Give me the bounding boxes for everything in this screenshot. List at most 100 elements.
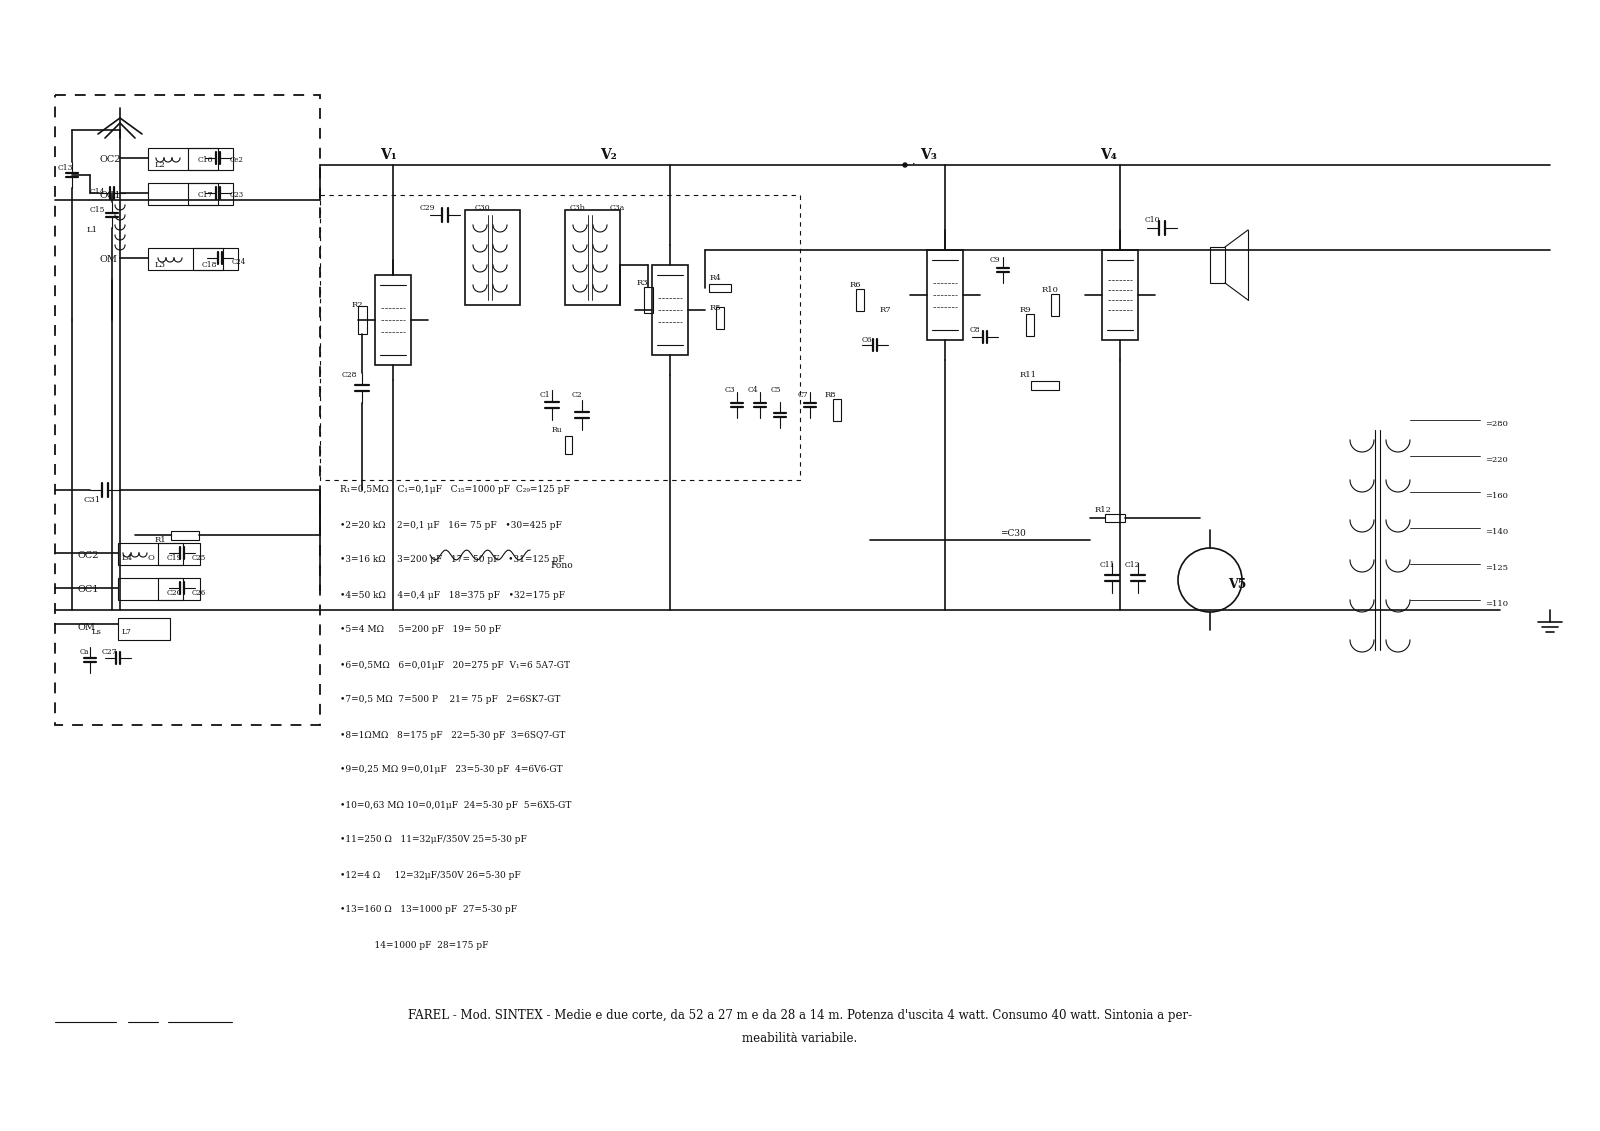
Bar <box>1026 314 1034 336</box>
Text: •12=4 Ω     12=32μF/350V 26=5-30 pF: •12=4 Ω 12=32μF/350V 26=5-30 pF <box>339 871 520 880</box>
Text: C3b: C3b <box>570 204 586 211</box>
Bar <box>565 210 621 305</box>
Text: Fono: Fono <box>550 561 573 570</box>
Bar <box>643 287 653 313</box>
Text: •9=0,25 MΩ 9=0,01μF   23=5-30 pF  4=6V6-GT: •9=0,25 MΩ 9=0,01μF 23=5-30 pF 4=6V6-GT <box>339 766 563 775</box>
Text: C16: C16 <box>198 156 213 164</box>
Text: R1: R1 <box>155 536 166 544</box>
Bar <box>118 618 170 640</box>
Text: •13=160 Ω   13=1000 pF  27=5-30 pF: •13=160 Ω 13=1000 pF 27=5-30 pF <box>339 906 517 915</box>
Text: L3: L3 <box>155 261 166 269</box>
Text: R4: R4 <box>710 274 722 282</box>
Text: Ls: Ls <box>93 628 102 636</box>
Text: R12: R12 <box>1094 506 1112 513</box>
Bar <box>320 195 800 480</box>
Text: FAREL - Mod. SINTEX - Medie e due corte, da 52 a 27 m e da 28 a 14 m. Potenza d': FAREL - Mod. SINTEX - Medie e due corte,… <box>408 1009 1192 1021</box>
Text: R2: R2 <box>352 301 363 309</box>
Bar <box>189 183 234 205</box>
Bar <box>1210 247 1226 283</box>
Text: =280: =280 <box>1485 420 1507 428</box>
Text: •5=4 MΩ     5=200 pF   19= 50 pF: •5=4 MΩ 5=200 pF 19= 50 pF <box>339 625 501 634</box>
Text: C8: C8 <box>970 326 981 334</box>
Bar <box>1051 294 1059 316</box>
Text: L7: L7 <box>122 628 131 636</box>
Text: C3a: C3a <box>610 204 626 211</box>
Bar <box>158 578 200 601</box>
Bar <box>118 543 182 566</box>
Text: C29: C29 <box>419 204 435 211</box>
Text: ·: · <box>912 159 915 170</box>
Text: 14=1000 pF  28=175 pF: 14=1000 pF 28=175 pF <box>339 941 488 950</box>
Text: V₂: V₂ <box>600 148 616 162</box>
Text: =C30: =C30 <box>1000 528 1026 537</box>
Text: C19: C19 <box>166 554 182 562</box>
Bar <box>1106 513 1125 523</box>
Text: R8: R8 <box>826 391 837 399</box>
Text: =140: =140 <box>1485 528 1509 536</box>
Text: OM: OM <box>99 256 118 265</box>
Text: C28: C28 <box>342 371 357 379</box>
Text: R3: R3 <box>637 279 648 287</box>
Text: R11: R11 <box>1021 371 1037 379</box>
Text: •4=50 kΩ    4=0,4 μF   18=375 pF   •32=175 pF: •4=50 kΩ 4=0,4 μF 18=375 pF •32=175 pF <box>339 590 565 599</box>
Text: L2: L2 <box>155 161 166 169</box>
Text: =160: =160 <box>1485 492 1507 500</box>
Text: R6: R6 <box>850 280 861 290</box>
Text: Ca: Ca <box>80 648 90 656</box>
Text: •3=16 kΩ    3=200 pF   17= 50 pF   •31=125 pF: •3=16 kΩ 3=200 pF 17= 50 pF •31=125 pF <box>339 555 565 564</box>
Text: C5: C5 <box>771 386 782 394</box>
Bar <box>466 210 520 305</box>
Text: L1: L1 <box>86 226 98 234</box>
Bar <box>565 435 571 454</box>
Text: C11: C11 <box>1101 561 1115 569</box>
Bar <box>856 290 864 311</box>
Bar <box>194 248 238 270</box>
Text: C2: C2 <box>573 391 582 399</box>
Text: OM: OM <box>78 623 96 632</box>
Text: C9: C9 <box>990 256 1000 264</box>
Text: Ce2: Ce2 <box>230 156 243 164</box>
Text: C3: C3 <box>725 386 736 394</box>
Bar <box>653 265 688 355</box>
Bar <box>147 183 218 205</box>
Text: C25: C25 <box>192 554 206 562</box>
Text: C12: C12 <box>1125 561 1141 569</box>
Text: •2=20 kΩ    2=0,1 μF   16= 75 pF   •30=425 pF: •2=20 kΩ 2=0,1 μF 16= 75 pF •30=425 pF <box>339 520 562 529</box>
Text: =125: =125 <box>1485 564 1507 572</box>
Bar <box>158 543 200 566</box>
Text: C4: C4 <box>749 386 758 394</box>
Text: OC2: OC2 <box>78 551 99 560</box>
Text: C1: C1 <box>541 391 550 399</box>
Text: C23: C23 <box>230 191 245 199</box>
Bar <box>118 578 182 601</box>
Bar <box>374 275 411 365</box>
Text: •7=0,5 MΩ  7=500 P    21= 75 pF   2=6SK7-GT: •7=0,5 MΩ 7=500 P 21= 75 pF 2=6SK7-GT <box>339 696 560 705</box>
Text: R9: R9 <box>1021 307 1032 314</box>
Text: R5: R5 <box>710 304 722 312</box>
Bar <box>717 307 723 329</box>
Text: OC1: OC1 <box>78 586 99 595</box>
Text: O: O <box>147 554 155 562</box>
Text: V5: V5 <box>1229 578 1246 592</box>
Text: C31: C31 <box>83 497 101 504</box>
Bar <box>357 307 366 334</box>
Bar <box>709 284 731 292</box>
Text: C7: C7 <box>798 391 808 399</box>
Bar <box>1102 250 1138 340</box>
Text: V₁: V₁ <box>381 148 397 162</box>
Text: L4: L4 <box>122 554 133 562</box>
Text: C24: C24 <box>232 258 246 266</box>
Text: C10: C10 <box>1146 216 1160 224</box>
Text: •11=250 Ω   11=32μF/350V 25=5-30 pF: •11=250 Ω 11=32μF/350V 25=5-30 pF <box>339 836 526 845</box>
Bar <box>147 248 222 270</box>
Bar <box>1030 380 1059 389</box>
Text: •10=0,63 MΩ 10=0,01μF  24=5-30 pF  5=6X5-GT: •10=0,63 MΩ 10=0,01μF 24=5-30 pF 5=6X5-G… <box>339 801 571 810</box>
Text: C20: C20 <box>166 589 182 597</box>
Text: C14: C14 <box>90 188 106 196</box>
Text: C13: C13 <box>58 164 74 172</box>
Text: C27: C27 <box>102 648 117 656</box>
Text: V₃: V₃ <box>920 148 938 162</box>
Text: C6: C6 <box>862 336 872 344</box>
Text: R₁=0,5MΩ   C₁=0,1μF   C₁₅=1000 pF  C₂₉=125 pF: R₁=0,5MΩ C₁=0,1μF C₁₅=1000 pF C₂₉=125 pF <box>339 485 570 494</box>
Bar <box>926 250 963 340</box>
